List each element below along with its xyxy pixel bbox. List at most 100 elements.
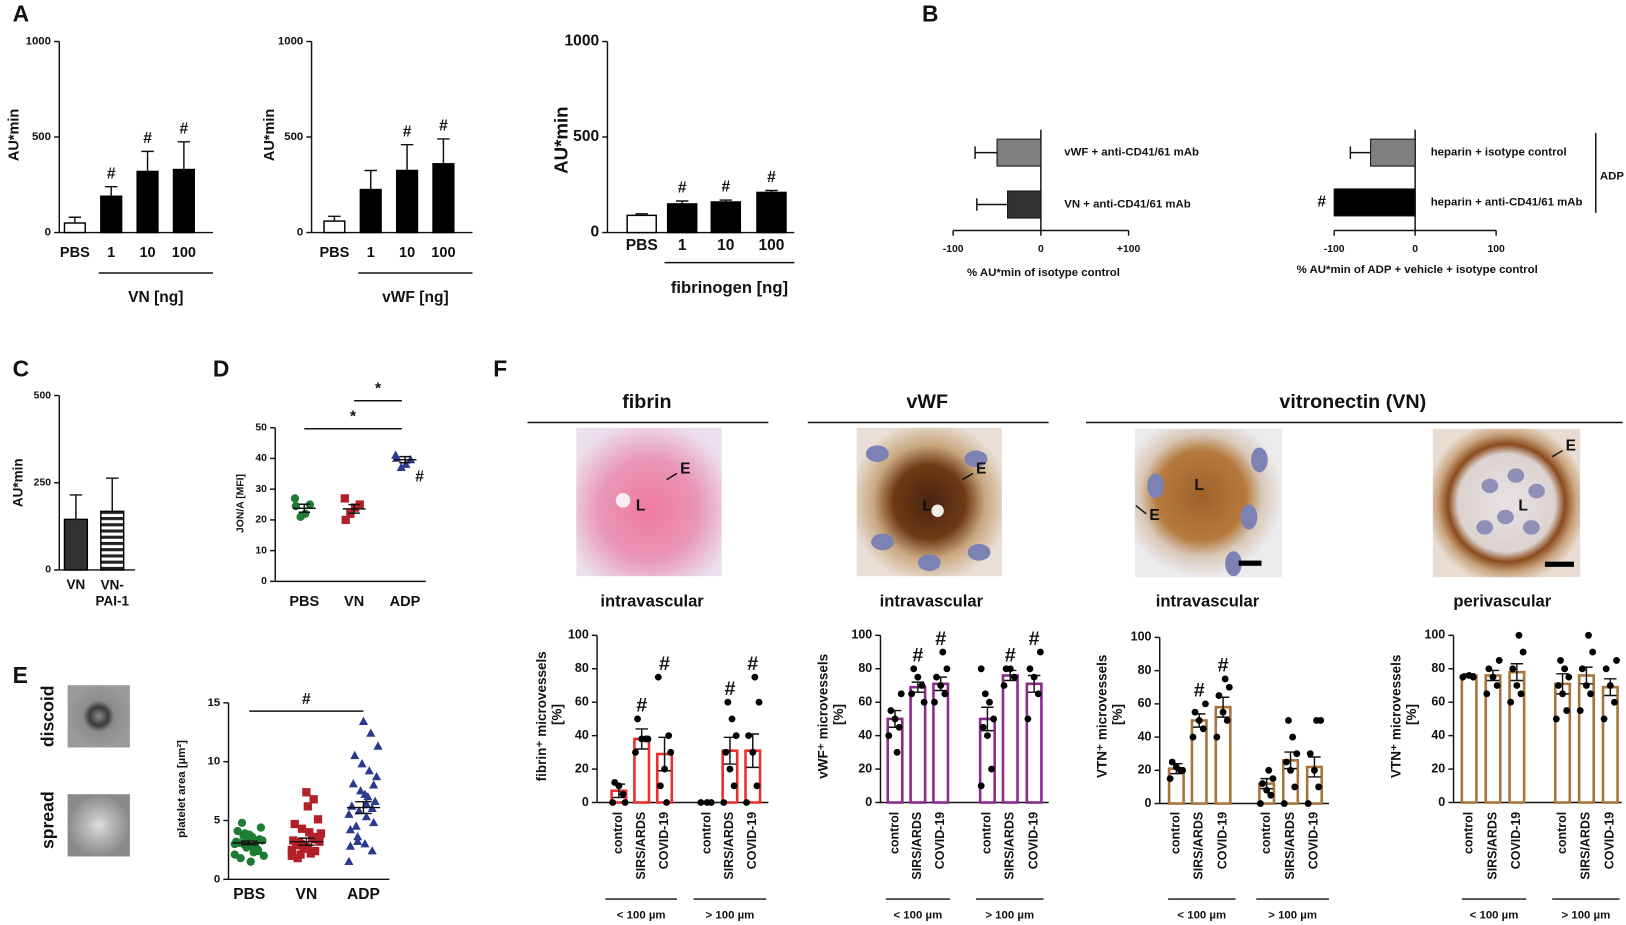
heading: vWF xyxy=(906,391,948,413)
data-point xyxy=(290,819,299,829)
x-tick-label: VN xyxy=(344,594,364,610)
data-point xyxy=(1259,780,1266,788)
y-tick-label: 40 xyxy=(575,728,589,742)
y-tick-label: 20 xyxy=(575,761,589,775)
image-label: E xyxy=(680,460,690,477)
data-point xyxy=(663,799,671,806)
nucleus xyxy=(917,554,941,571)
y-tick-label: 5 xyxy=(214,815,221,827)
data-point xyxy=(1485,665,1493,673)
significance: # xyxy=(1218,655,1229,677)
y-tick-label: 20 xyxy=(1138,763,1152,777)
data-point xyxy=(749,748,757,756)
bar xyxy=(1007,190,1042,219)
bar xyxy=(710,201,742,234)
bar xyxy=(626,214,657,234)
image-label: spread xyxy=(38,791,58,849)
data-point xyxy=(619,790,627,798)
data-point xyxy=(230,839,239,849)
data-point xyxy=(259,851,268,860)
data-point xyxy=(621,799,629,806)
y-tick-label: 30 xyxy=(255,484,267,495)
data-point xyxy=(885,732,893,740)
data-point xyxy=(722,748,730,756)
group-label: > 100 µm xyxy=(706,910,755,922)
y-tick-label: 500 xyxy=(284,131,303,143)
image-label: E xyxy=(976,460,986,477)
data-point xyxy=(1287,766,1294,774)
bar xyxy=(1553,682,1572,804)
x-tick-label: PBS xyxy=(289,594,319,610)
image-label: L xyxy=(1518,498,1528,515)
x-tick-label: 100 xyxy=(172,245,196,261)
y-tick-label: 0 xyxy=(1145,796,1152,810)
data-point xyxy=(291,501,301,511)
bar xyxy=(359,188,382,234)
category-label: VN + anti-CD41/61 mAb xyxy=(1064,199,1190,211)
category-label: heparin + anti-CD41/61 mAb xyxy=(1431,196,1583,208)
panel-label: F xyxy=(493,356,507,382)
x-tick-label: PBS xyxy=(319,245,349,261)
significance: # xyxy=(439,118,448,135)
panel-label: A xyxy=(13,1,30,27)
significance: # xyxy=(1029,628,1040,650)
data-point xyxy=(236,853,245,863)
data-point xyxy=(310,846,320,856)
x-axis-label: % AU*min of ADP + vehicle + isotype cont… xyxy=(1297,264,1538,276)
data-point xyxy=(724,698,732,706)
pointer xyxy=(1551,449,1563,458)
data-point xyxy=(306,849,315,858)
significance: # xyxy=(912,645,923,667)
data-point xyxy=(233,826,242,836)
group-label: > 100 µm xyxy=(1268,910,1317,922)
error-bar xyxy=(974,146,998,159)
data-point xyxy=(887,707,895,714)
data-point xyxy=(357,759,367,768)
data-point xyxy=(656,782,664,790)
error-bar xyxy=(355,800,372,815)
data-point xyxy=(703,799,711,806)
error-bar xyxy=(1349,146,1371,159)
pointer xyxy=(962,472,974,481)
error-bar xyxy=(765,189,778,193)
y-axis-label: VTN⁺ microvessels [%] xyxy=(1094,655,1125,778)
bar xyxy=(1333,188,1416,217)
data-point xyxy=(296,850,305,859)
bar xyxy=(432,163,455,234)
bar xyxy=(1370,138,1416,167)
nucleus xyxy=(1240,504,1258,530)
x-tick-label: SIRS/ARDS xyxy=(634,812,648,880)
x-tick-label: -100 xyxy=(943,244,964,255)
data-point xyxy=(1563,707,1571,714)
data-point xyxy=(1583,682,1590,689)
data-point xyxy=(751,673,759,681)
error-bar xyxy=(635,213,648,216)
data-point xyxy=(1280,800,1288,807)
nucleus xyxy=(1225,551,1242,577)
data-point xyxy=(943,665,951,673)
data-point xyxy=(302,788,311,797)
data-point xyxy=(1587,690,1595,698)
y-tick-label: 250 xyxy=(34,477,52,488)
data-point xyxy=(296,512,305,521)
data-point xyxy=(1265,766,1273,774)
y-tick-label: 15 xyxy=(208,697,221,709)
y-tick-label: 0 xyxy=(45,227,51,239)
x-tick-label: ADP xyxy=(347,886,380,903)
y-tick-label: 80 xyxy=(858,661,872,675)
data-point xyxy=(1030,673,1038,681)
spread-image xyxy=(67,794,130,857)
x-tick-label: SIRS/ARDS xyxy=(1579,812,1593,880)
nucleus xyxy=(967,543,991,561)
y-tick-label: 0 xyxy=(214,873,220,885)
y-tick-label: 50 xyxy=(255,422,267,433)
data-point xyxy=(1509,665,1517,673)
data-point xyxy=(1459,673,1467,681)
data-point xyxy=(344,856,354,865)
y-tick-label: 0 xyxy=(261,576,267,587)
category-label: heparin + isotype control xyxy=(1431,147,1567,159)
significance: # xyxy=(415,468,424,485)
data-point xyxy=(1036,648,1044,656)
group-label: < 100 µm xyxy=(893,910,942,922)
x-tick-label: COVID-19 xyxy=(1026,812,1040,869)
